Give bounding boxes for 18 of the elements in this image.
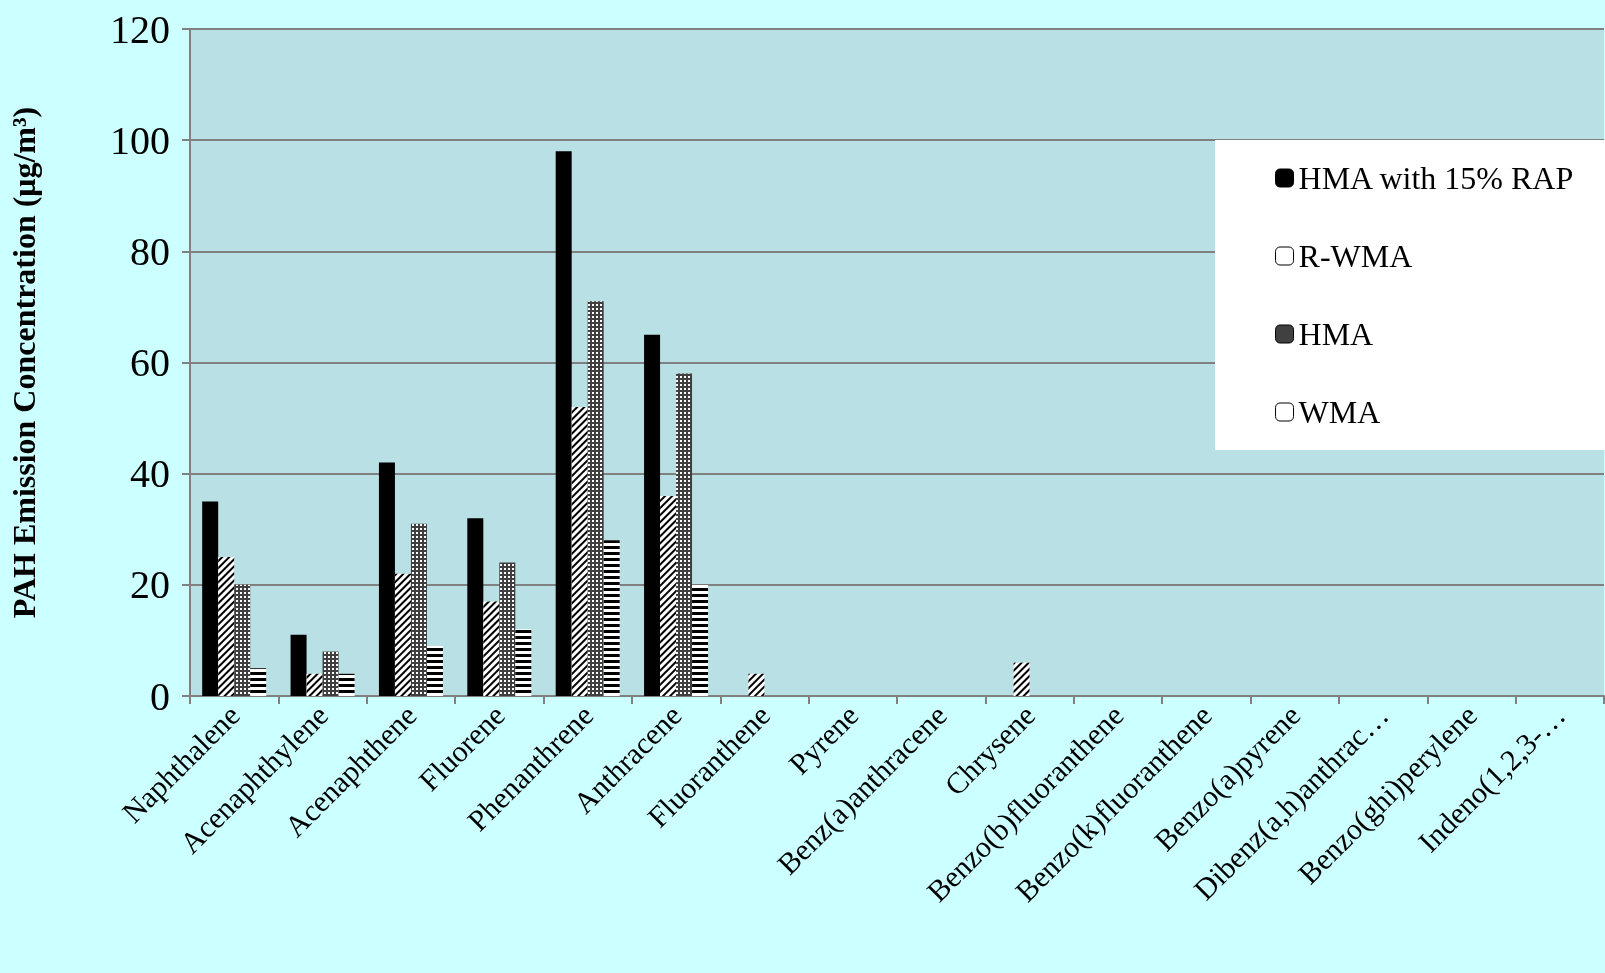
bar bbox=[378, 462, 395, 696]
y-tick-label: 100 bbox=[110, 117, 170, 163]
y-tick-label: 120 bbox=[110, 6, 170, 52]
legend-label: R-WMA bbox=[1298, 238, 1413, 274]
bar bbox=[467, 518, 484, 696]
bar bbox=[555, 151, 572, 696]
y-tick-label: 20 bbox=[130, 562, 170, 608]
legend-label: HMA bbox=[1298, 316, 1374, 352]
y-tick-label: 40 bbox=[130, 451, 170, 497]
legend-label: HMA with 15% RAP bbox=[1298, 160, 1574, 196]
bar bbox=[644, 334, 661, 696]
y-axis-title: PAH Emission Concentration (μg/m³) bbox=[6, 106, 42, 619]
y-tick-label: 0 bbox=[150, 673, 170, 719]
y-tick-label: 80 bbox=[130, 228, 170, 274]
bar bbox=[290, 634, 307, 696]
bar bbox=[202, 501, 219, 696]
legend-label: WMA bbox=[1298, 394, 1381, 430]
y-tick-label: 60 bbox=[130, 340, 170, 385]
